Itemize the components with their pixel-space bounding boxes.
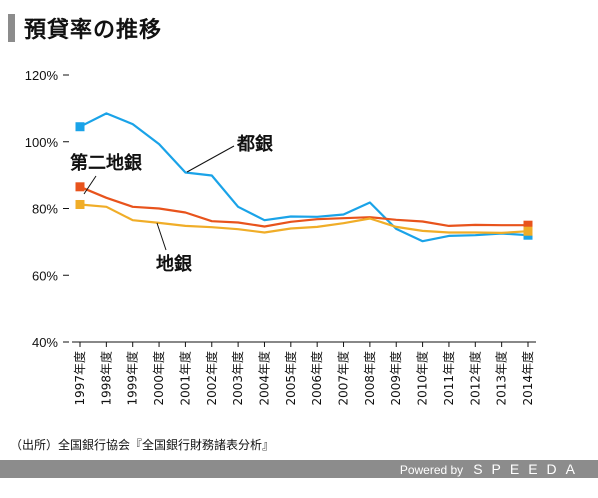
x-tick-label: 2011年度 <box>441 351 456 406</box>
x-tick-label: 2010年度 <box>415 351 430 406</box>
series-label: 第二地銀 <box>70 152 142 174</box>
y-tick-label: 100% <box>25 135 59 150</box>
title-accent-bar <box>8 14 15 42</box>
x-tick-label: 2000年度 <box>151 351 166 406</box>
powered-by-label: Powered by <box>399 463 464 477</box>
y-tick-label: 60% <box>32 268 58 283</box>
x-tick-label: 2004年度 <box>256 351 271 406</box>
series-endpoint-marker <box>75 122 85 132</box>
leader-line <box>83 175 97 195</box>
series-line <box>79 112 529 243</box>
series-line <box>79 203 529 234</box>
source-note: （出所）全国銀行協会『全国銀行財務諸表分析』 <box>10 438 275 452</box>
series-label: 地銀 <box>156 253 192 275</box>
y-tick-label: 120% <box>25 68 59 83</box>
x-axis: 1997年度 1998年度 1999年度 2000年度 2001年度 2002年度 2003… <box>72 341 536 406</box>
y-axis: 40% 60% 80% 100% 120% <box>25 68 69 350</box>
x-tick-label: 1999年度 <box>125 351 140 406</box>
x-tick-label: 2006年度 <box>309 351 324 406</box>
x-tick-label: 2009年度 <box>388 351 403 406</box>
series-line <box>79 185 528 228</box>
leader-line <box>156 222 167 251</box>
x-tick-label: 2005年度 <box>283 351 298 406</box>
series-endpoint-marker <box>523 226 533 236</box>
footer-bar: Powered by SPEEDA <box>0 460 598 478</box>
y-tick-label: 80% <box>32 202 58 217</box>
series-endpoint-marker <box>523 220 533 230</box>
chart-title: 預貸率の推移 <box>24 18 163 43</box>
x-tick-label: 2013年度 <box>494 351 509 406</box>
x-tick-label: 1998年度 <box>98 351 113 406</box>
series-label: 都銀 <box>236 133 273 155</box>
x-tick-label: 2014年度 <box>520 351 535 406</box>
brand-logo-text: SPEEDA <box>473 461 584 477</box>
y-tick-label: 40% <box>32 335 58 350</box>
series-endpoint-marker <box>75 182 85 192</box>
x-tick-label: 2001年度 <box>177 351 192 406</box>
x-tick-label: 2008年度 <box>362 351 377 406</box>
x-tick-label: 1997年度 <box>72 351 87 406</box>
x-tick-label: 2002年度 <box>204 351 219 406</box>
leader-line <box>186 145 235 173</box>
x-tick-label: 2012年度 <box>467 351 482 406</box>
x-tick-label: 2003年度 <box>230 351 245 406</box>
footer-credit: Powered by SPEEDA <box>400 461 584 477</box>
series-lines <box>75 112 533 243</box>
x-tick-label: 2007年度 <box>336 351 351 406</box>
series-endpoint-marker <box>75 199 85 209</box>
